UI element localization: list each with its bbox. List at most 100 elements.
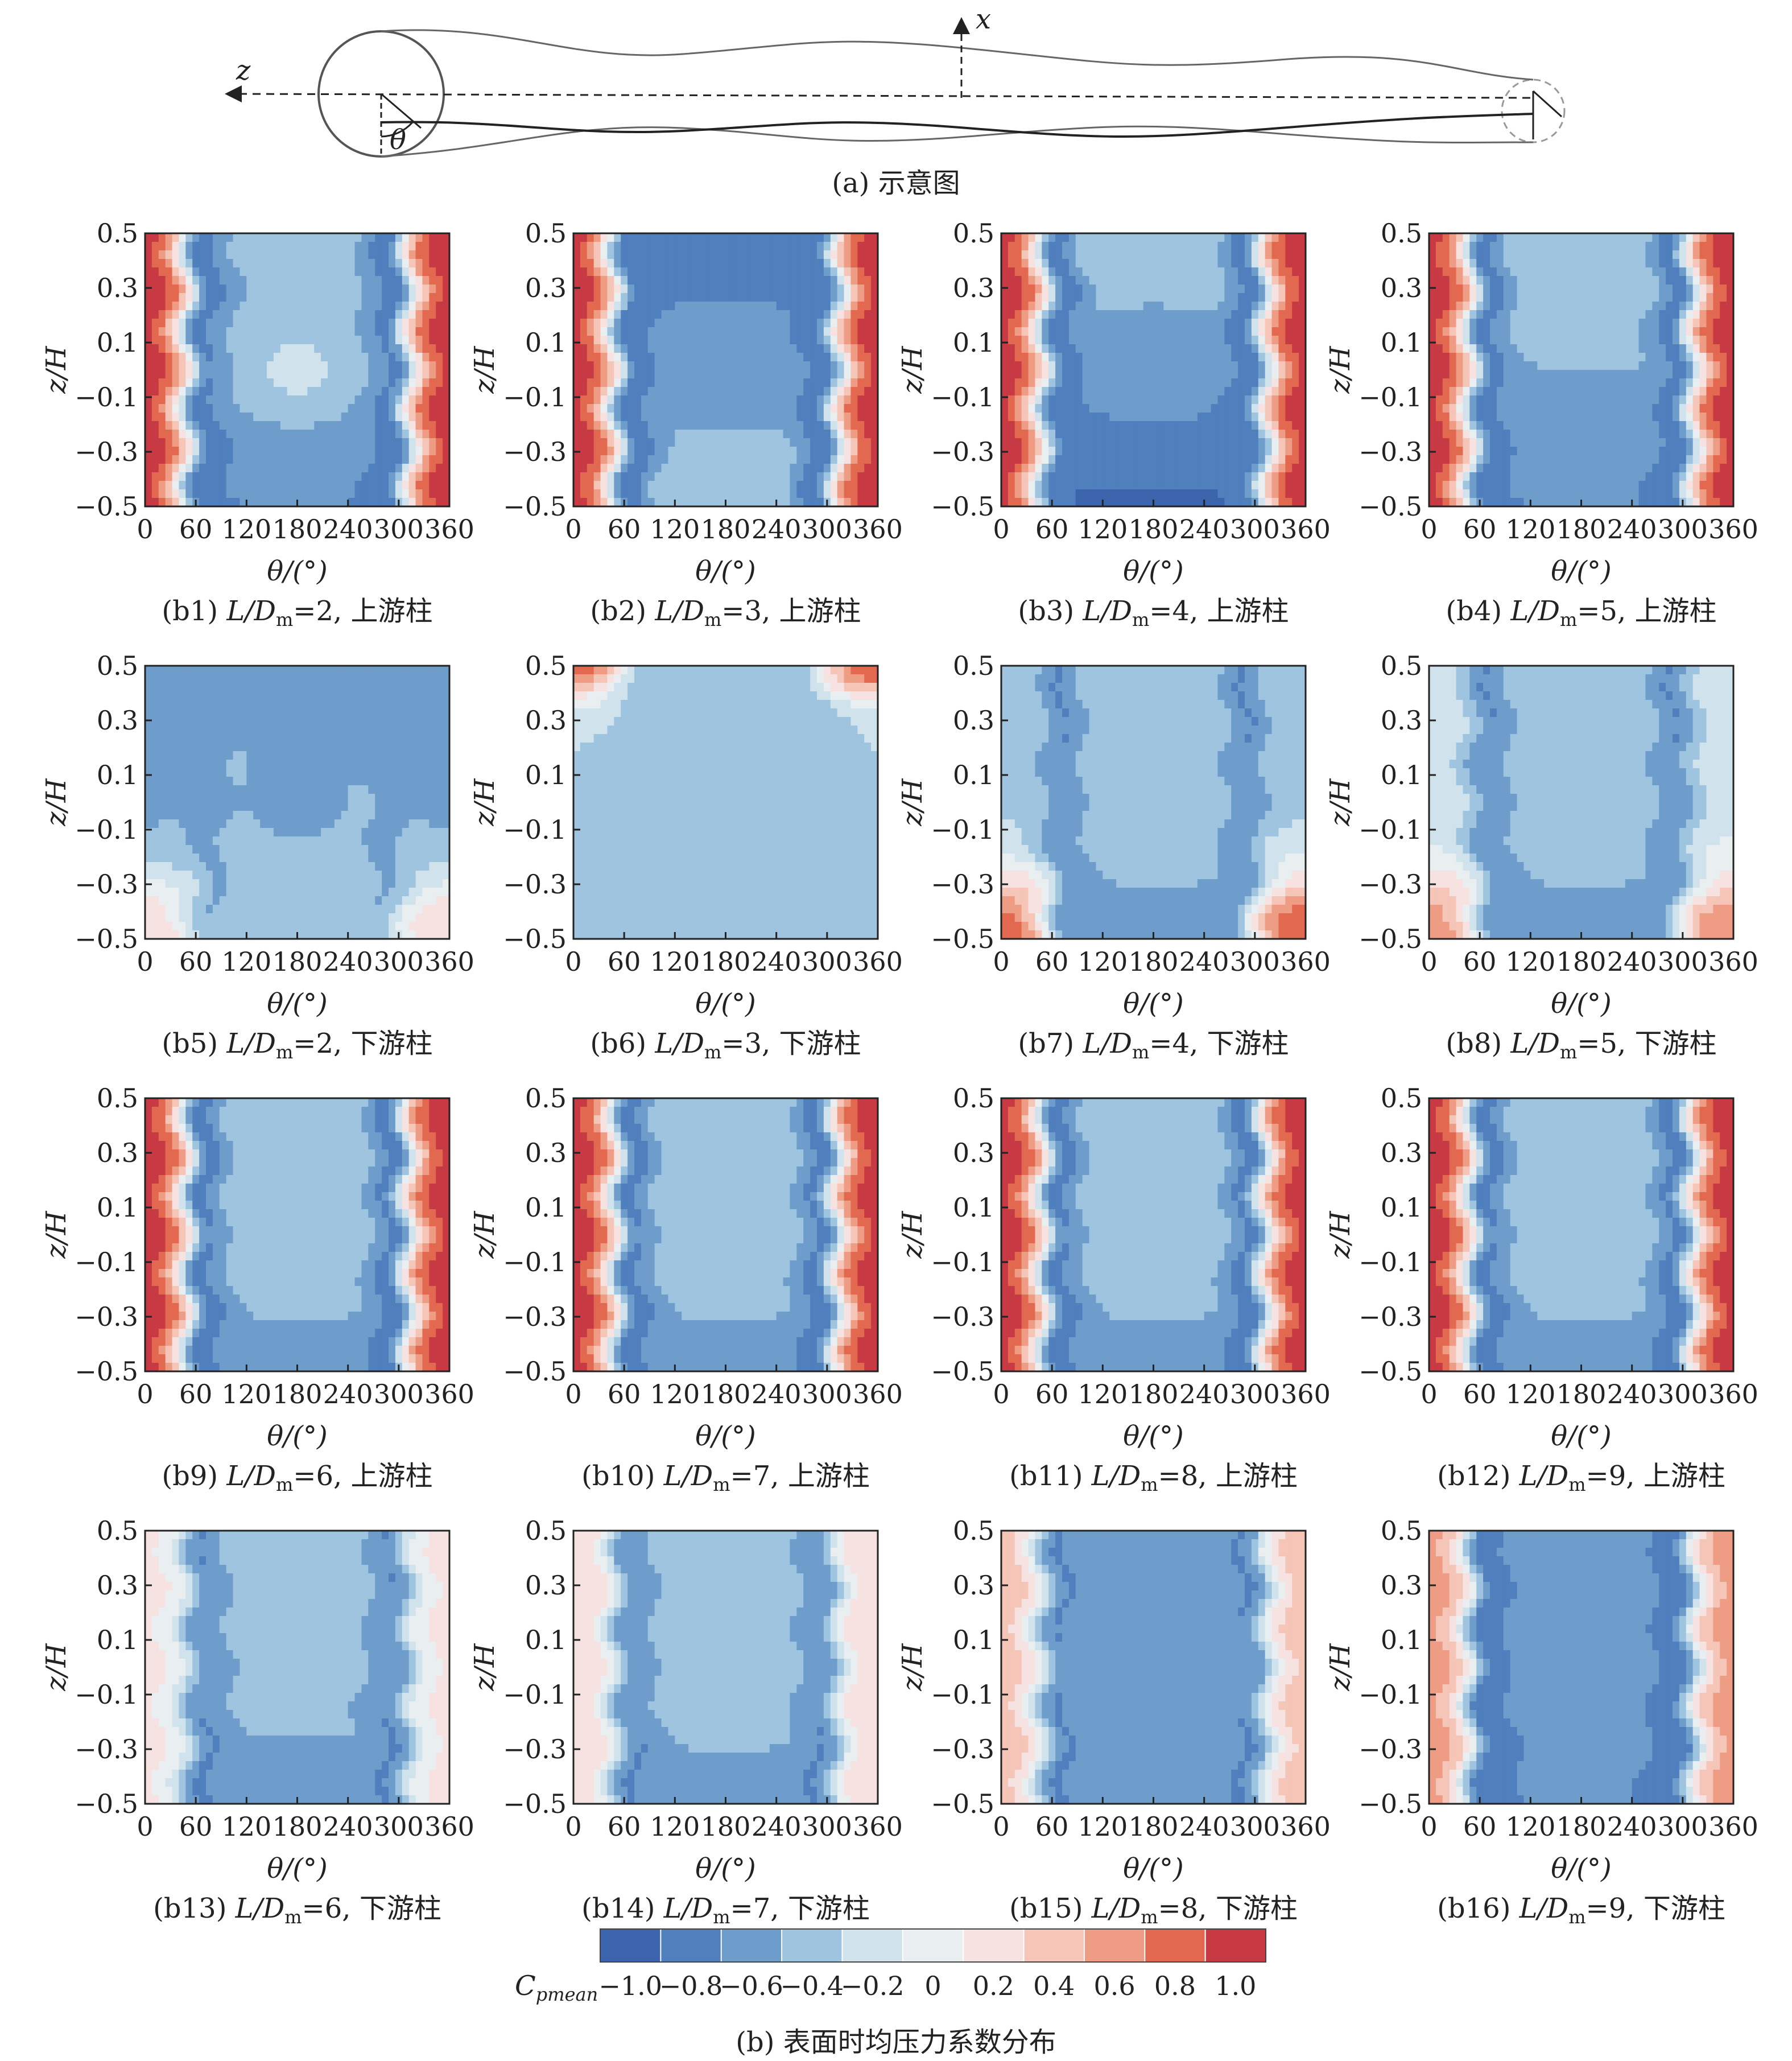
contour-cell (314, 276, 321, 285)
contour-cell (1028, 353, 1036, 362)
contour-cell (246, 438, 254, 447)
contour-cell (361, 267, 369, 277)
contour-cell (600, 276, 608, 285)
contour-cell (756, 310, 763, 319)
contour-cell (1442, 233, 1450, 242)
contour-cell (593, 242, 601, 251)
contour-cell (587, 395, 594, 405)
contour-cell (1217, 353, 1225, 362)
contour-cell (1021, 413, 1029, 422)
contour-cell (1605, 285, 1612, 294)
contour-cell (348, 370, 356, 379)
contour-cell (783, 438, 791, 447)
contour-cell (382, 498, 389, 506)
contour-cell (1659, 285, 1666, 294)
contour-cell (715, 472, 723, 481)
contour-cell (661, 344, 669, 353)
contour-cell (600, 310, 608, 319)
contour-cell (1170, 250, 1178, 259)
contour-cell (1055, 276, 1063, 285)
contour-cell (260, 370, 267, 379)
contour-cell (1686, 302, 1694, 311)
contour-cell (1028, 370, 1036, 379)
contour-cell (790, 310, 797, 319)
contour-cell (151, 498, 159, 506)
contour-cell (1271, 395, 1279, 405)
contour-cell (206, 413, 213, 422)
contour-cell (1278, 302, 1286, 311)
contour-cell (267, 498, 274, 506)
contour-cell (1082, 233, 1090, 242)
contour-cell (1673, 327, 1680, 336)
contour-cell (1211, 267, 1219, 277)
contour-cell (1075, 353, 1083, 362)
contour-cell (823, 395, 831, 405)
contour-cell (321, 464, 328, 473)
contour-cell (1659, 250, 1666, 259)
contour-cell (158, 344, 166, 353)
contour-cell (1190, 344, 1198, 353)
contour-cell (1062, 455, 1070, 464)
contour-cell (837, 387, 845, 396)
contour-cell (1666, 233, 1673, 242)
y-tick-label: 0.1 (97, 327, 138, 358)
contour-cell (1476, 267, 1484, 277)
contour-cell (783, 293, 791, 302)
contour-cell (1632, 259, 1640, 268)
contour-cell (1578, 267, 1585, 277)
contour-cell (192, 267, 200, 277)
contour-cell (185, 404, 193, 413)
contour-cell (1197, 472, 1205, 481)
contour-cell (1632, 310, 1640, 319)
contour-cell (1727, 327, 1733, 336)
contour-cell (1197, 378, 1205, 388)
contour-cell (179, 302, 186, 311)
contour-cell (1632, 242, 1640, 251)
contour-cell (830, 250, 838, 259)
contour-cell (334, 250, 342, 259)
contour-cell (165, 387, 173, 396)
contour-cell (1285, 233, 1293, 242)
contour-cell (1632, 319, 1640, 328)
contour-cell (1449, 336, 1457, 345)
contour-cell (1021, 395, 1029, 405)
contour-cell (354, 455, 362, 464)
contour-cell (375, 285, 382, 294)
contour-cell (1258, 242, 1266, 251)
contour-cell (1103, 242, 1110, 251)
contour-cell (1699, 319, 1707, 328)
contour-cell (1062, 413, 1070, 422)
contour-cell (593, 447, 601, 456)
contour-cell (341, 489, 349, 498)
contour-cell (1197, 319, 1205, 328)
contour-cell (1103, 447, 1110, 456)
contour-cell (1571, 233, 1579, 242)
contour-cell (1021, 438, 1029, 447)
contour-cell (823, 481, 831, 490)
contour-cell (1456, 285, 1464, 294)
contour-cell (1129, 421, 1137, 430)
contour-cell (1129, 285, 1137, 294)
contour-cell (1103, 395, 1110, 405)
contour-cell (1224, 438, 1232, 447)
contour-cell (837, 481, 845, 490)
contour-cell (165, 498, 173, 506)
contour-cell (1082, 327, 1090, 336)
contour-cell (287, 430, 295, 439)
contour-cell (1578, 233, 1585, 242)
contour-cell (1042, 310, 1049, 319)
contour-cell (600, 285, 608, 294)
contour-cell (334, 302, 342, 311)
contour-cell (1035, 481, 1042, 490)
contour-cell (436, 421, 443, 430)
contour-cell (280, 395, 288, 405)
contour-cell (1190, 353, 1198, 362)
contour-cell (736, 302, 743, 311)
contour-cell (287, 250, 295, 259)
contour-cell (260, 344, 267, 353)
contour-cell (389, 250, 396, 259)
contour-cell (844, 361, 852, 370)
contour-cell (1082, 353, 1090, 362)
contour-cell (675, 233, 682, 242)
contour-cell (1035, 233, 1042, 242)
